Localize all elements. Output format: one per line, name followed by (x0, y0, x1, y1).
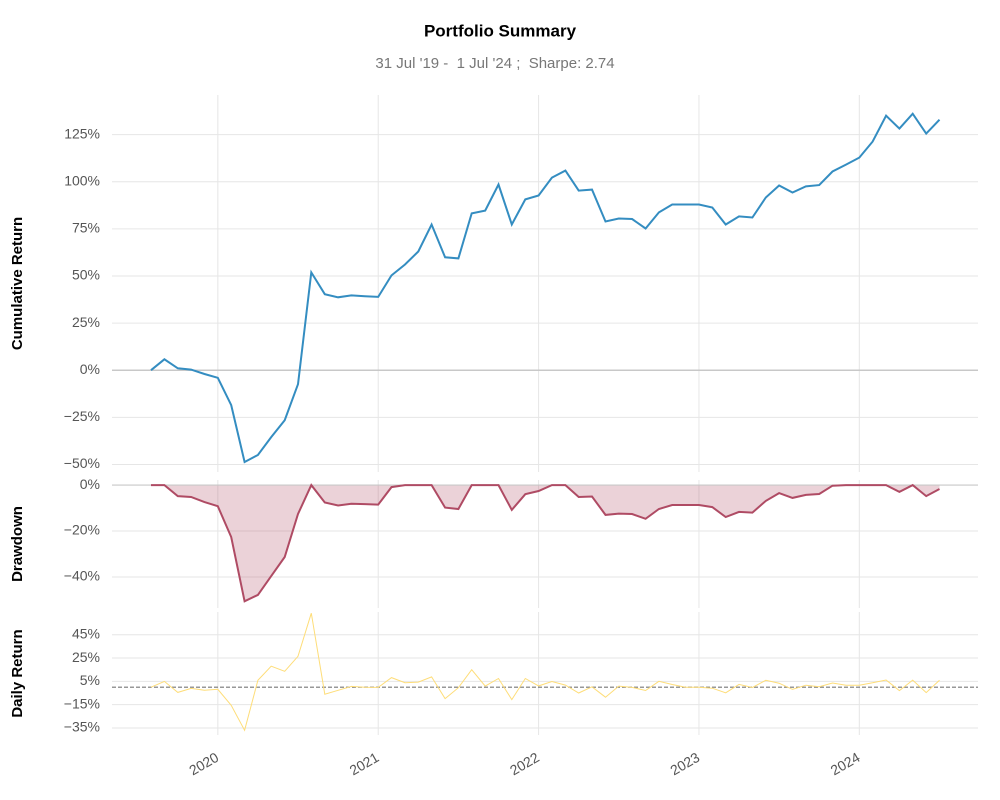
y-tick-label: 50% (72, 267, 100, 283)
return-line (150, 613, 940, 732)
y-axis-label: Drawdown (9, 506, 26, 582)
y-tick-label: 0% (80, 361, 100, 377)
y-tick-label: −50% (64, 455, 100, 471)
y-tick-label: 75% (72, 220, 100, 236)
y-tick-label: −35% (64, 719, 100, 735)
y-tick-label: −40% (64, 568, 100, 584)
y-tick-label: 45% (72, 625, 100, 641)
y-tick-label: 25% (72, 649, 100, 665)
x-tick-label: 2020 (186, 749, 221, 779)
y-tick-label: 125% (64, 125, 100, 141)
chart-title: Portfolio Summary (424, 21, 577, 40)
return-line (150, 112, 941, 464)
chart-subtitle: 31 Jul '19 - 1 Jul '24 ; Sharpe: 2.74 (375, 55, 614, 72)
drawdown-area (151, 485, 940, 602)
y-tick-label: −20% (64, 522, 100, 538)
y-tick-label: 25% (72, 314, 100, 330)
x-tick-label: 2024 (828, 749, 863, 779)
y-axis-label: Cumulative Return (9, 217, 26, 350)
y-tick-label: −25% (64, 408, 100, 424)
y-tick-label: 100% (64, 172, 100, 188)
y-tick-label: 0% (80, 476, 100, 492)
y-axis-label: Daily Return (9, 629, 26, 717)
x-tick-label: 2021 (347, 749, 382, 779)
drawdown-line (151, 483, 940, 603)
y-tick-label: 5% (80, 672, 100, 688)
x-tick-label: 2022 (507, 749, 542, 779)
x-tick-label: 2023 (667, 749, 702, 779)
y-tick-label: −15% (64, 695, 100, 711)
